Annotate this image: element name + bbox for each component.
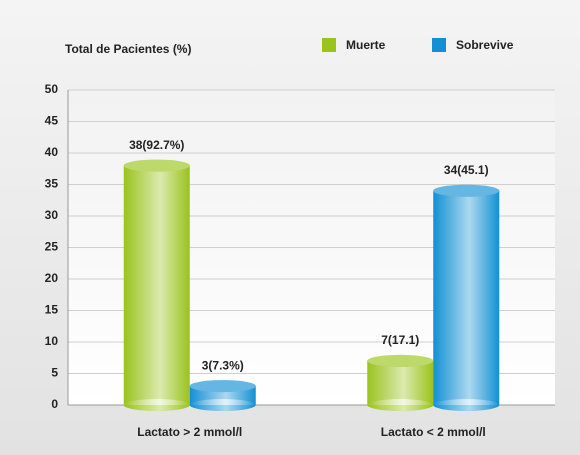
data-label: 7(17.1) bbox=[381, 333, 419, 347]
y-tick-label: 0 bbox=[51, 397, 58, 411]
y-tick-label: 45 bbox=[45, 114, 59, 128]
legend-swatch bbox=[322, 38, 336, 52]
bar-shine bbox=[123, 165, 190, 405]
bar-base-shine bbox=[123, 399, 190, 411]
legend-label: Muerte bbox=[346, 38, 386, 52]
y-tick-label: 50 bbox=[45, 82, 59, 96]
bar-top-shine bbox=[433, 184, 500, 197]
bar-top-shine bbox=[189, 380, 256, 393]
data-label: 34(45.1) bbox=[444, 163, 489, 177]
bar-base-shine bbox=[367, 399, 434, 411]
legend-swatch bbox=[432, 38, 446, 52]
bar-shine bbox=[367, 360, 434, 405]
y-tick-label: 35 bbox=[45, 177, 59, 191]
bar-base-shine bbox=[433, 399, 500, 411]
data-label: 38(92.7%) bbox=[129, 138, 184, 152]
y-tick-label: 30 bbox=[45, 208, 59, 222]
bar-top-shine bbox=[367, 354, 434, 367]
legend-label: Sobrevive bbox=[456, 38, 514, 52]
chart-title: Total de Pacientes (%) bbox=[65, 42, 191, 56]
bar-top bbox=[433, 184, 500, 197]
x-tick-label: Lactato > 2 mmol/l bbox=[137, 425, 242, 439]
bar-top-shine bbox=[123, 159, 190, 172]
bar-top bbox=[367, 354, 434, 367]
y-tick-label: 10 bbox=[45, 334, 59, 348]
data-label: 3(7.3%) bbox=[202, 358, 244, 372]
y-tick-label: 25 bbox=[45, 240, 59, 254]
bar-top bbox=[189, 380, 256, 393]
bar-shine bbox=[433, 190, 500, 405]
bar-top bbox=[123, 159, 190, 172]
bar-base-shine bbox=[189, 399, 256, 411]
y-tick-label: 20 bbox=[45, 271, 59, 285]
y-tick-label: 40 bbox=[45, 145, 59, 159]
y-tick-label: 15 bbox=[45, 303, 59, 317]
y-tick-label: 5 bbox=[51, 366, 58, 380]
x-tick-label: Lactato < 2 mmol/l bbox=[381, 425, 486, 439]
